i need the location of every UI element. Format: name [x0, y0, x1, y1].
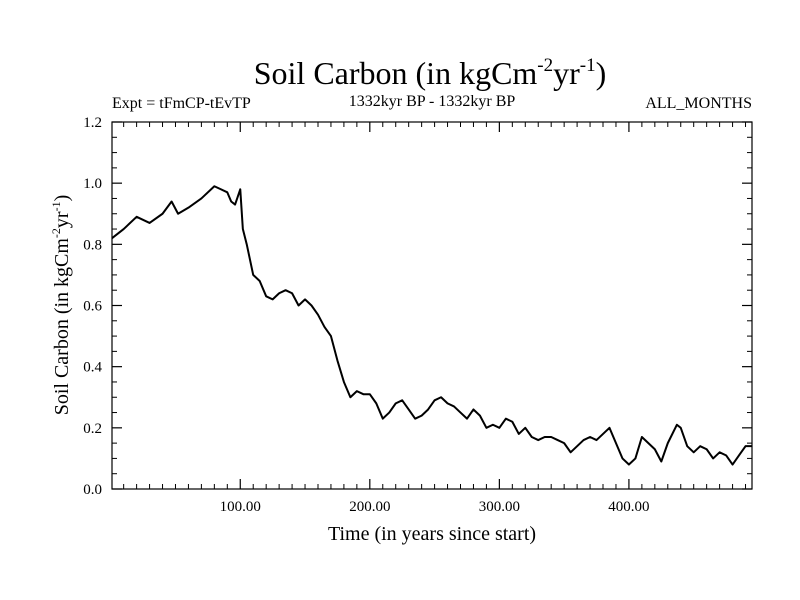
y-tick-label: 0.2 — [83, 421, 102, 437]
y-label-end: ) — [51, 195, 73, 202]
y-label-main: Soil Carbon (in kgCm — [51, 238, 73, 416]
x-tick-label: 100.00 — [220, 499, 261, 515]
subtitle-center: 1332kyr BP - 1332kyr BP — [349, 93, 516, 110]
chart-title-sup1: -2 — [537, 55, 553, 76]
subtitle-right: ALL_MONTHS — [645, 95, 752, 112]
y-tick-label: 0.6 — [83, 299, 102, 315]
chart-title-mid: yr — [553, 55, 580, 91]
y-ticks: 0.0 0.2 0.4 0.6 0.8 1.0 1.2 — [83, 115, 752, 498]
y-tick-label: 0.8 — [83, 237, 102, 253]
chart-title-main: Soil Carbon (in kgCm — [254, 55, 538, 91]
x-tick-label: 400.00 — [608, 499, 649, 515]
y-tick-label: 1.2 — [83, 115, 102, 131]
y-label-mid: yr — [51, 211, 73, 228]
y-axis-label: Soil Carbon (in kgCm-2yr-1) — [49, 195, 73, 416]
y-label-sup2: -1 — [49, 201, 63, 211]
chart-title: Soil Carbon (in kgCm-2yr-1) — [254, 55, 607, 91]
series-line — [111, 185, 752, 466]
series-group — [111, 185, 752, 466]
chart-title-sup2: -1 — [580, 55, 596, 76]
y-label-sup1: -2 — [49, 228, 63, 238]
y-tick-label: 0.4 — [83, 360, 102, 376]
y-tick-label: 1.0 — [83, 176, 102, 192]
x-axis-label: Time (in years since start) — [328, 523, 536, 545]
plot-frame — [111, 121, 753, 490]
x-tick-label: 200.00 — [349, 499, 390, 515]
subtitle-left: Expt = tFmCP-tEvTP — [112, 95, 251, 112]
chart-title-end: ) — [596, 55, 607, 91]
x-ticks: 100.00 200.00 300.00 400.00 — [123, 122, 747, 515]
y-tick-label: 0.0 — [83, 482, 102, 498]
x-tick-label: 300.00 — [479, 499, 520, 515]
